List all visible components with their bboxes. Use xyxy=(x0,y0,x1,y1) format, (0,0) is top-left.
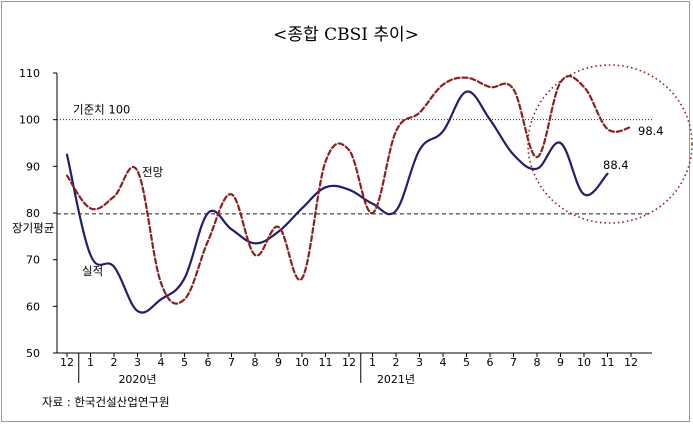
x-tick-label: 6 xyxy=(205,356,212,369)
year-label-2021: 2021년 xyxy=(377,373,415,386)
x-tick-label: 12 xyxy=(624,356,638,369)
forecast-last-value-label: 98.4 xyxy=(638,124,664,138)
y-tick-label: 90 xyxy=(26,160,40,173)
highlight-circle xyxy=(527,64,693,224)
y-tick-label: 110 xyxy=(19,67,40,80)
x-tick-label: 5 xyxy=(181,356,188,369)
source-note: 자료 : 한국건설산업연구원 xyxy=(42,395,170,409)
x-tick-label: 2 xyxy=(111,356,118,369)
y-tick-label: 100 xyxy=(19,114,40,127)
reference-lines: 기준치 100 장기평균 xyxy=(12,103,652,235)
x-tick-label: 10 xyxy=(295,356,309,369)
x-tick-label: 1 xyxy=(369,356,376,369)
x-tick-label: 5 xyxy=(463,356,470,369)
x-tick-label: 10 xyxy=(577,356,591,369)
x-tick-label: 4 xyxy=(158,356,165,369)
x-tick-label: 3 xyxy=(416,356,423,369)
series-line-actual xyxy=(65,90,609,314)
x-tick-label: 9 xyxy=(275,356,282,369)
x-tick-label: 3 xyxy=(134,356,141,369)
x-tick-label: 12 xyxy=(342,356,356,369)
x-tick-label: 11 xyxy=(601,356,615,369)
y-tick-label: 80 xyxy=(26,207,40,220)
series-layer xyxy=(65,74,633,314)
y-tick-label: 60 xyxy=(26,300,40,313)
y-tick-label: 50 xyxy=(26,347,40,360)
x-tick-label: 7 xyxy=(510,356,517,369)
x-tick-label: 7 xyxy=(228,356,235,369)
year-label-2020: 2020년 xyxy=(118,373,156,386)
actual-series-label: 실적 xyxy=(82,264,103,278)
series-line-forecast xyxy=(65,74,633,305)
long-term-average-label: 장기평균 xyxy=(12,221,54,235)
actual-last-value-label: 88.4 xyxy=(603,158,629,172)
x-tick-label: 4 xyxy=(440,356,447,369)
x-tick-label: 6 xyxy=(487,356,494,369)
x-tick-label: 9 xyxy=(557,356,564,369)
chart-title: <종합 CBSI 추이> xyxy=(273,25,419,45)
x-tick-label: 8 xyxy=(252,356,259,369)
x-tick-label: 1 xyxy=(87,356,94,369)
x-tick-label: 2 xyxy=(393,356,400,369)
x-tick-label: 12 xyxy=(60,356,74,369)
forecast-series-label: 전망 xyxy=(142,165,164,179)
x-tick-label: 8 xyxy=(534,356,541,369)
baseline-100-label: 기준치 100 xyxy=(73,103,130,117)
x-tick-label: 11 xyxy=(319,356,333,369)
y-tick-label: 70 xyxy=(26,254,40,267)
